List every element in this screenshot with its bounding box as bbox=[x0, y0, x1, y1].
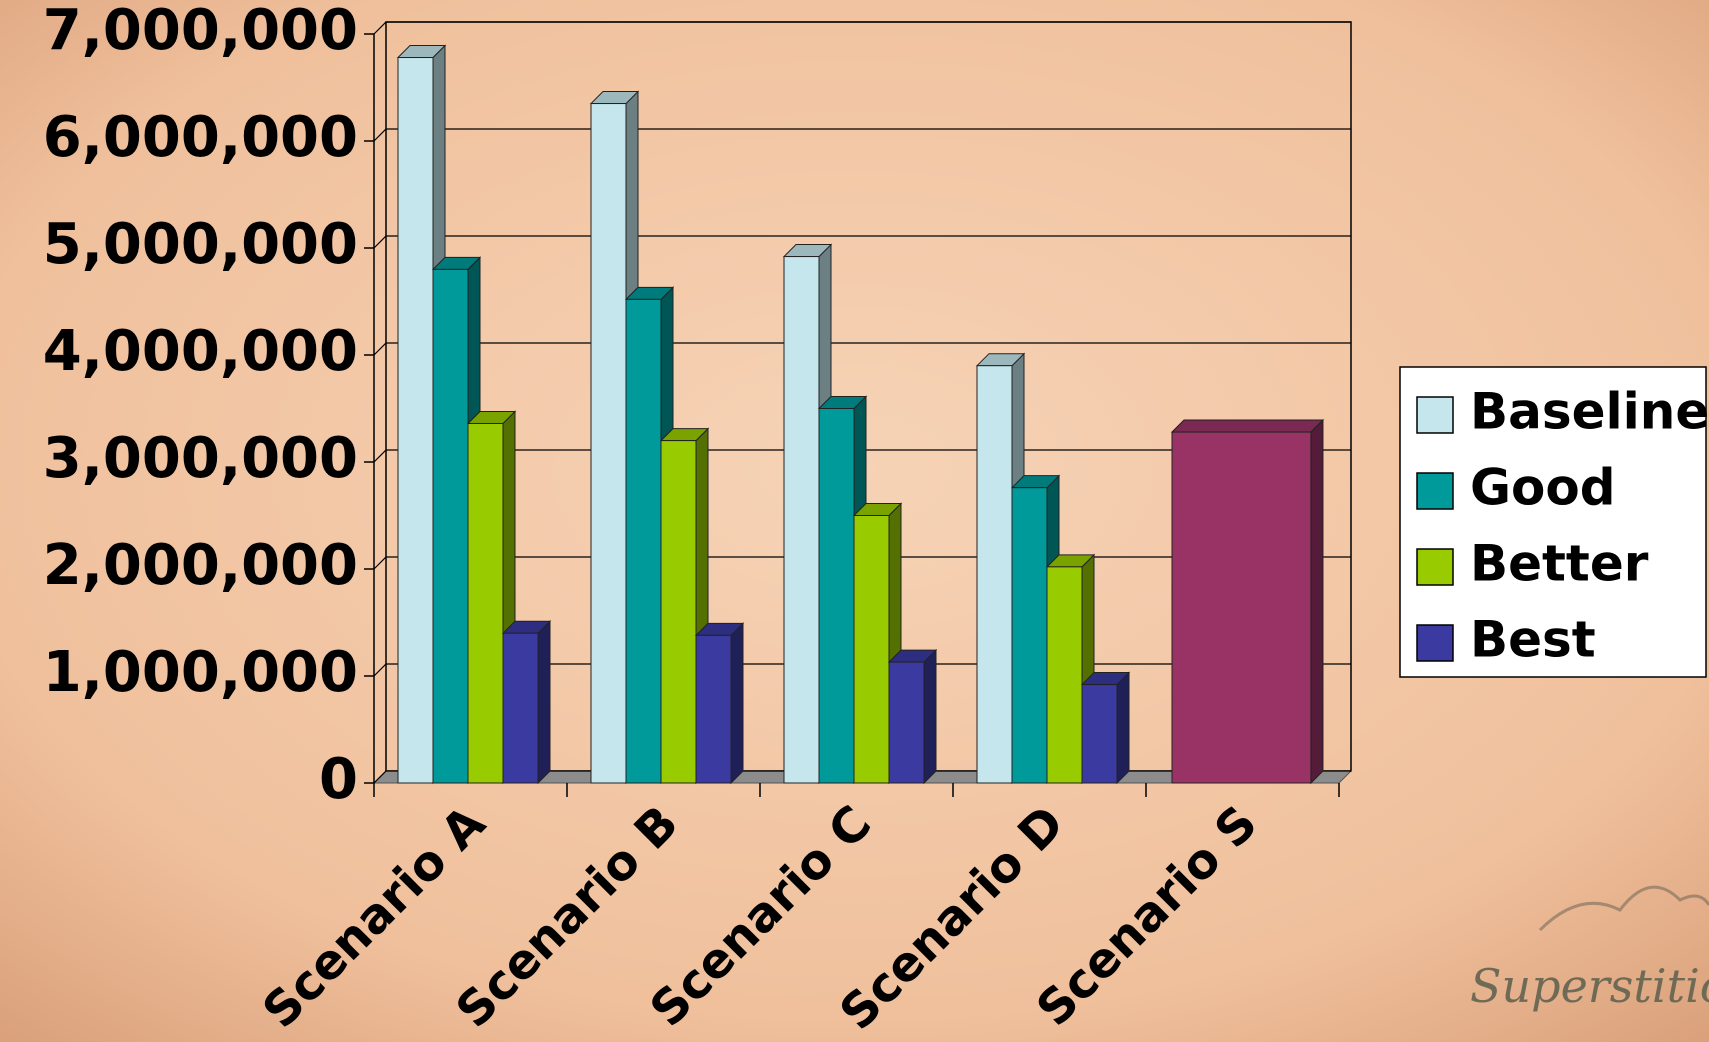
bar bbox=[818, 408, 855, 784]
bar bbox=[976, 365, 1013, 784]
grid-line bbox=[373, 342, 1351, 356]
legend-label: Good bbox=[1470, 459, 1616, 517]
bar bbox=[1011, 487, 1048, 784]
bar-side bbox=[1310, 418, 1324, 785]
bar bbox=[1171, 431, 1312, 784]
bar bbox=[660, 440, 697, 784]
watermark: SuperstitionVis bbox=[1470, 959, 1709, 1013]
grid-line bbox=[373, 21, 1351, 35]
bar-side bbox=[923, 648, 937, 785]
y-tick-label: 1,000,000 bbox=[43, 640, 358, 705]
bar bbox=[432, 268, 469, 784]
legend-label: Better bbox=[1470, 535, 1649, 593]
grid-line bbox=[373, 128, 1351, 142]
bar bbox=[1046, 566, 1083, 784]
legend-swatch bbox=[1416, 472, 1454, 510]
legend-swatch bbox=[1416, 548, 1454, 586]
bar bbox=[502, 632, 539, 784]
bar bbox=[590, 103, 627, 784]
logo-mountain bbox=[1538, 885, 1709, 932]
y-tick-label: 0 bbox=[319, 747, 358, 812]
legend-swatch bbox=[1416, 396, 1454, 434]
y-tick-label: 2,000,000 bbox=[43, 533, 358, 598]
bar bbox=[853, 515, 890, 784]
bar-top bbox=[1170, 419, 1325, 433]
y-tick-label: 6,000,000 bbox=[43, 105, 358, 170]
bar bbox=[625, 298, 662, 784]
bar bbox=[695, 634, 732, 784]
bar bbox=[467, 422, 504, 784]
legend-swatch bbox=[1416, 624, 1454, 662]
bar-side bbox=[730, 622, 744, 785]
bar-side bbox=[537, 619, 551, 785]
grid-line bbox=[373, 235, 1351, 249]
bar bbox=[888, 661, 925, 784]
bar bbox=[1081, 684, 1118, 784]
bar bbox=[783, 256, 820, 784]
legend-label: Baseline bbox=[1470, 383, 1709, 441]
grid-line bbox=[373, 449, 1351, 463]
y-tick-label: 7,000,000 bbox=[43, 0, 358, 63]
y-tick-label: 4,000,000 bbox=[43, 319, 358, 384]
bar bbox=[397, 57, 434, 784]
y-tick-label: 5,000,000 bbox=[43, 212, 358, 277]
bar-side bbox=[1116, 671, 1130, 785]
legend-label: Best bbox=[1470, 611, 1596, 669]
y-tick-label: 3,000,000 bbox=[43, 426, 358, 491]
